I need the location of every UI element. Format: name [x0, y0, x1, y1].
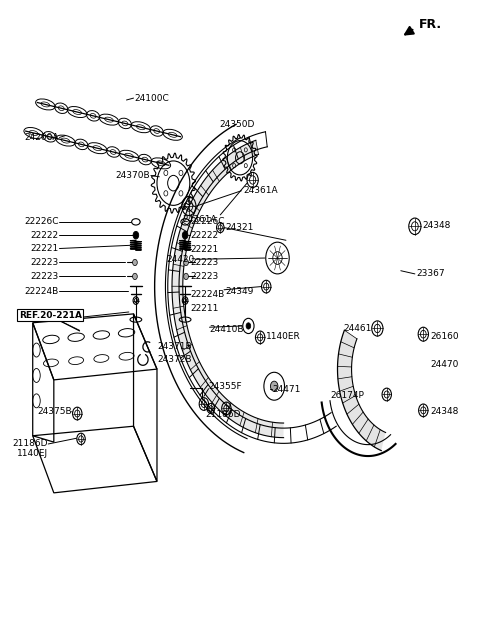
Text: 24361A: 24361A [244, 186, 278, 195]
Circle shape [132, 273, 137, 280]
Text: 22223: 22223 [191, 272, 219, 281]
Text: 22222: 22222 [191, 231, 219, 240]
Text: 22211: 22211 [191, 304, 219, 313]
Text: 22221: 22221 [30, 244, 59, 253]
Text: 22226C: 22226C [191, 217, 225, 226]
Circle shape [132, 259, 137, 266]
Circle shape [246, 323, 251, 329]
Text: 24375B: 24375B [37, 407, 72, 416]
Text: 1140EJ: 1140EJ [17, 449, 48, 458]
Text: 24349: 24349 [225, 287, 253, 296]
Text: 24371B: 24371B [157, 342, 192, 351]
Text: 24348: 24348 [423, 221, 451, 230]
Text: 22223: 22223 [191, 258, 219, 267]
Text: 21186D: 21186D [206, 410, 241, 419]
Text: 24370B: 24370B [115, 171, 150, 180]
Text: 22226C: 22226C [24, 217, 59, 226]
Text: 26160: 26160 [430, 332, 458, 341]
Text: 24100C: 24100C [134, 95, 169, 104]
Polygon shape [337, 331, 385, 451]
Circle shape [133, 231, 139, 239]
Text: 24410B: 24410B [209, 325, 244, 334]
Circle shape [184, 273, 188, 280]
Text: 22223: 22223 [30, 272, 59, 281]
Text: 24470: 24470 [430, 359, 458, 368]
Text: FR.: FR. [419, 18, 442, 31]
Text: 22223: 22223 [30, 258, 59, 267]
Text: 24471: 24471 [272, 385, 300, 394]
Text: 1140ER: 1140ER [266, 332, 301, 341]
Text: 23367: 23367 [416, 269, 445, 278]
Text: 24355F: 24355F [208, 383, 242, 392]
Circle shape [184, 259, 188, 266]
Text: 22221: 22221 [191, 244, 219, 253]
Text: REF.20-221A: REF.20-221A [19, 311, 82, 320]
Text: 24348: 24348 [430, 407, 458, 416]
Text: 22224B: 22224B [24, 287, 59, 296]
Text: 21186D: 21186D [12, 440, 48, 448]
Text: 24200A: 24200A [24, 133, 59, 142]
Text: 24321: 24321 [226, 223, 254, 232]
Text: 24461: 24461 [343, 324, 372, 333]
Text: 22224B: 22224B [191, 290, 225, 299]
Text: 24372B: 24372B [157, 355, 192, 364]
Text: 24361A: 24361A [183, 215, 217, 224]
Text: 22222: 22222 [30, 231, 59, 240]
Text: 22212: 22212 [30, 315, 59, 324]
Text: 26174P: 26174P [330, 391, 364, 400]
Text: 24420: 24420 [166, 255, 194, 264]
Circle shape [270, 381, 278, 392]
Polygon shape [172, 140, 284, 438]
Circle shape [182, 231, 188, 239]
Text: 24350D: 24350D [219, 120, 254, 129]
